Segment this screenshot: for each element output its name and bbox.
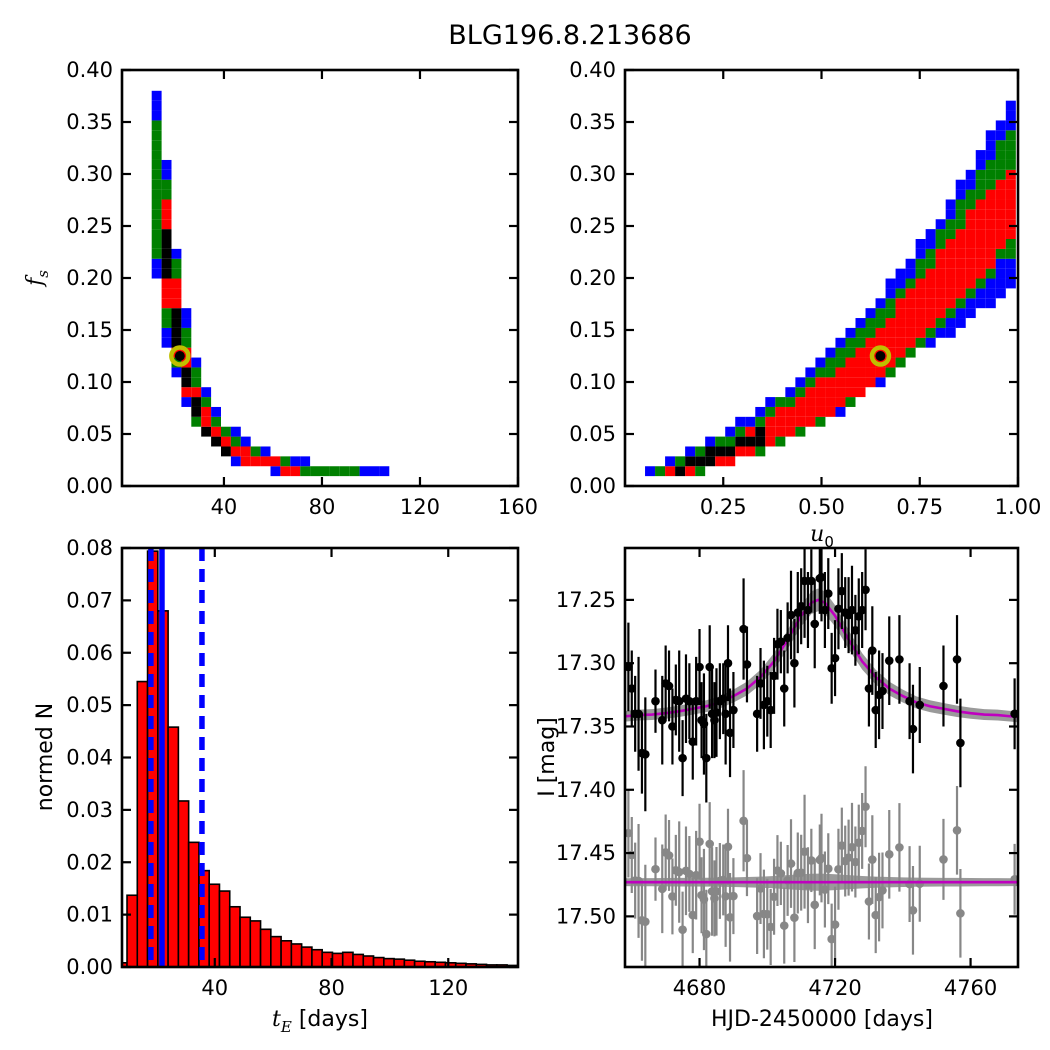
y-tick-label: 17.25 — [556, 588, 616, 612]
y-tick-label: 0.05 — [66, 693, 113, 717]
axes: 4680 4720 4760 17.25 17.30 17.35 17.40 17.45 17.… — [556, 546, 1020, 1000]
y-tick-label: 0.05 — [66, 422, 113, 446]
y-tick-label: 0.00 — [569, 474, 616, 498]
y-tick-label: 0.40 — [66, 58, 113, 82]
x-tick-label: 120 — [400, 495, 440, 519]
y-tick-label: 0.00 — [66, 955, 113, 979]
y-tick-label: 0.35 — [569, 110, 616, 134]
bl-y-axis-label: normed N — [33, 703, 58, 811]
y-tick-label: 0.25 — [569, 214, 616, 238]
histogram-bars — [122, 550, 518, 967]
model-uncertainty-band — [625, 588, 1018, 723]
axes: 0.25 0.50 0.75 1.00 0.00 0.05 0.10 0.15 0.20 0.25… — [569, 58, 1041, 519]
x-tick-label: 1.00 — [995, 495, 1042, 519]
y-tick-label: 0.20 — [569, 266, 616, 290]
percentile-lines — [148, 548, 205, 967]
panel-te-fs-region: 40 80 120 160 0.00 0.05 0.10 0.15 0.20 0.25 0.30 0.… — [66, 58, 538, 519]
tr-x-axis-label: u0 — [810, 522, 834, 551]
br-x-axis-label: HJD-2450000 [days] — [711, 1007, 933, 1032]
y-tick-label: 0.40 — [569, 58, 616, 82]
y-tick-label: 0.30 — [66, 162, 113, 186]
y-tick-label: 0.30 — [569, 162, 616, 186]
y-tick-label: 0.04 — [66, 746, 113, 770]
x-tick-label: 4680 — [673, 976, 726, 1000]
y-tick-label: 0.05 — [569, 422, 616, 446]
y-tick-label: 0.06 — [66, 641, 113, 665]
x-tick-label: 80 — [309, 495, 336, 519]
lightcurve-content — [625, 548, 1018, 967]
y-tick-label: 0.35 — [66, 110, 113, 134]
x-tick-label: 80 — [318, 976, 345, 1000]
y-tick-label: 17.40 — [556, 778, 616, 802]
y-tick-label: 0.10 — [569, 370, 616, 394]
y-tick-label: 17.45 — [556, 841, 616, 865]
y-tick-label: 0.00 — [66, 474, 113, 498]
panel-u0-fs-region: 0.25 0.50 0.75 1.00 0.00 0.05 0.10 0.15 0.20 0.25… — [569, 58, 1041, 519]
y-tick-label: 0.25 — [66, 214, 113, 238]
y-tick-label: 0.01 — [66, 903, 113, 927]
best-fit-marker — [869, 345, 892, 367]
panel-lightcurve: 4680 4720 4760 17.25 17.30 17.35 17.40 17.45 17.… — [556, 546, 1020, 1000]
x-tick-label: 4760 — [944, 976, 997, 1000]
panel-te-histogram: 40 80 120 0.00 0.01 0.02 0.03 0.04 0.05 0.06 0.07 0… — [66, 536, 520, 1000]
best-fit-marker — [169, 345, 191, 367]
x-tick-label: 0.75 — [896, 495, 943, 519]
bl-x-axis-label: tE [days] — [272, 1007, 368, 1036]
y-tick-label: 0.15 — [66, 318, 113, 342]
figure-title: BLG196.8.213686 — [448, 20, 691, 51]
br-y-axis-label: I [mag] — [535, 717, 560, 797]
x-tick-label: 40 — [201, 976, 228, 1000]
tl-y-axis-label: fs — [23, 270, 52, 288]
y-tick-label: 0.07 — [66, 588, 113, 612]
y-tick-label: 0.15 — [569, 318, 616, 342]
confidence-region-cells — [151, 90, 390, 477]
residual-points — [625, 766, 1018, 967]
y-tick-label: 0.02 — [66, 850, 113, 874]
y-tick-label: 0.08 — [66, 536, 113, 560]
x-tick-label: 4720 — [808, 976, 861, 1000]
u0-fs-region-content — [645, 100, 1016, 477]
y-tick-label: 17.30 — [556, 651, 616, 675]
y-tick-label: 17.35 — [556, 714, 616, 738]
data-points — [625, 548, 1018, 812]
y-tick-label: 0.03 — [66, 798, 113, 822]
confidence-region-cells — [645, 100, 1016, 477]
x-tick-label: 0.25 — [700, 495, 747, 519]
axes: 40 80 120 0.00 0.01 0.02 0.03 0.04 0.05 0.06 0.07 0… — [66, 536, 520, 1000]
te-fs-region-content — [151, 90, 390, 477]
x-tick-label: 120 — [428, 976, 468, 1000]
x-tick-label: 40 — [211, 495, 238, 519]
y-tick-label: 17.50 — [556, 904, 616, 928]
panels-layer: 40 80 120 1600.000.050.100.150.200.250.300.… — [66, 58, 1041, 1000]
y-tick-label: 0.10 — [66, 370, 113, 394]
axes: 40 80 120 160 0.00 0.05 0.10 0.15 0.20 0.25 0.30 0.… — [66, 58, 538, 519]
x-tick-label: 0.50 — [798, 495, 845, 519]
te-histogram-content — [122, 548, 518, 967]
x-tick-label: 160 — [498, 495, 538, 519]
y-tick-label: 0.20 — [66, 266, 113, 290]
